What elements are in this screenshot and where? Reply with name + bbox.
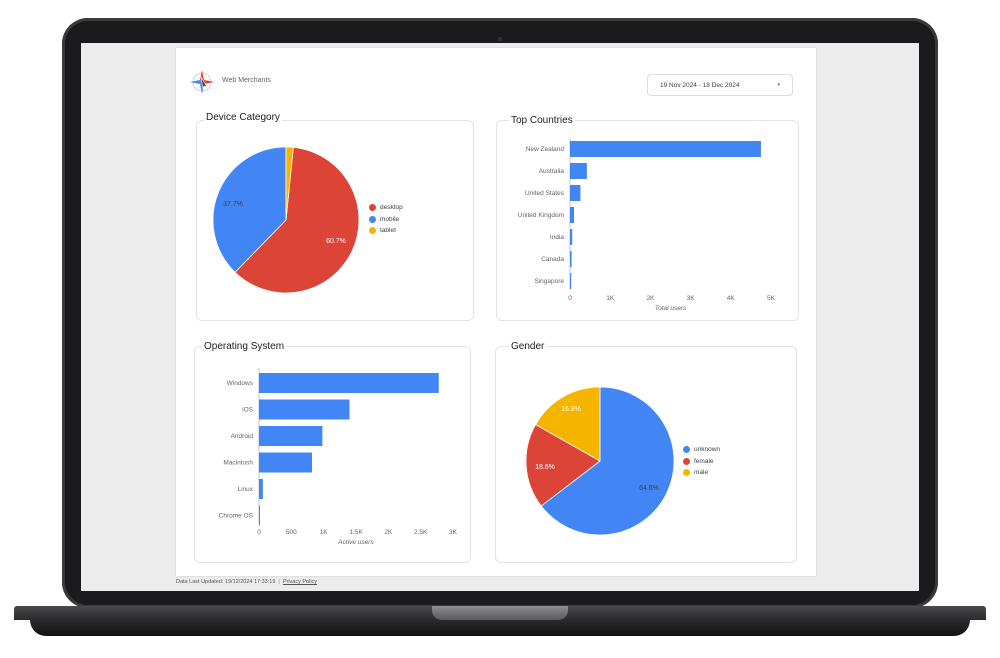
os-x-tick-1k: 1K (320, 529, 329, 536)
countries-bar-canada[interactable] (570, 251, 572, 267)
os-category-label-chrome-os: Chrome OS (219, 513, 254, 520)
os-bar-macintosh[interactable] (259, 452, 313, 473)
device-slice-desktop[interactable] (234, 146, 360, 294)
countries-x-tick-4k: 4K (727, 295, 736, 302)
countries-bar-australia[interactable] (570, 163, 587, 179)
os-x-tick-2k: 2K (384, 529, 393, 536)
gender-slice-unknown[interactable] (540, 386, 675, 536)
countries-x-axis-title: Total users (655, 305, 687, 312)
date-range-selector[interactable]: 19 Nov 2024 - 18 Dec 2024 ▾ (647, 74, 793, 96)
os-x-tick-0: 0 (257, 529, 261, 536)
gender-legend: unknown female male (683, 444, 720, 479)
countries-x-tick-5k: 5K (767, 295, 776, 302)
countries-x-tick-1k: 1K (606, 295, 615, 302)
chevron-down-icon: ▾ (777, 82, 780, 88)
device-legend-dot-mobile (369, 215, 376, 223)
gender-slice-male[interactable] (535, 386, 601, 462)
gender-legend-dot-unknown (683, 446, 690, 454)
top-countries-bar-chart: New Zealand Australia United States United … (518, 138, 776, 312)
countries-category-label-canada: Canada (541, 256, 564, 263)
device-legend-item-mobile[interactable]: mobile (369, 214, 403, 226)
os-bar-android[interactable] (259, 426, 323, 446)
os-category-label-android: Android (231, 433, 254, 440)
gender-legend-item-female[interactable]: female (683, 456, 720, 468)
countries-category-label-australia: Australia (539, 168, 565, 175)
os-x-tick-500: 500 (286, 529, 297, 536)
device-category-pie-chart: 60.7% 37.7% (212, 146, 360, 294)
laptop-notch (432, 606, 568, 620)
gender-title: Gender (509, 341, 547, 352)
operating-system-title: Operating System (202, 341, 287, 352)
gender-label-male: 16.8% (561, 406, 581, 413)
date-range-text: 19 Nov 2024 - 18 Dec 2024 (660, 82, 740, 89)
os-x-tick-2-5k: 2.5K (414, 529, 428, 536)
countries-category-label-singapore: Singapore (534, 278, 564, 285)
os-bar-ios[interactable] (259, 399, 350, 420)
footer-separator: | (278, 579, 280, 585)
last-updated-text: Data Last Updated: 19/12/2024 17:33:19 (176, 579, 276, 585)
gender-legend-item-male[interactable]: male (683, 467, 720, 479)
gender-label-female: 18.6% (535, 464, 555, 471)
compass-logo-icon (190, 70, 214, 94)
os-category-label-macintosh: Macintosh (223, 460, 253, 467)
device-legend-label-desktop: desktop (380, 204, 403, 212)
device-label-desktop: 60.7% (326, 238, 346, 245)
os-bar-chrome-os[interactable] (259, 505, 260, 526)
countries-x-tick-0: 0 (568, 295, 572, 302)
countries-category-label-india: India (550, 234, 564, 241)
countries-category-label-united-kingdom: United Kingdom (518, 212, 564, 219)
countries-x-tick-2k: 2K (646, 295, 655, 302)
brand-name: Web Merchants (222, 77, 271, 84)
device-legend-dot-desktop (369, 204, 376, 212)
gender-legend-label-male: male (694, 469, 709, 477)
device-slice-mobile[interactable] (212, 146, 287, 273)
laptop-base-bottom (30, 620, 970, 636)
privacy-policy-link[interactable]: Privacy Policy (282, 579, 318, 585)
gender-legend-label-unknown: unknown (694, 446, 721, 454)
gender-label-unknown: 64.6% (639, 485, 659, 492)
device-slice-tablet[interactable] (285, 146, 294, 221)
countries-bar-new-zealand[interactable] (570, 141, 761, 157)
os-x-tick-3k: 3K (449, 529, 458, 536)
os-bar-linux[interactable] (259, 479, 263, 499)
os-category-label-ios: iOS (242, 407, 254, 414)
countries-bar-united-states[interactable] (570, 185, 581, 201)
gender-legend-dot-male (683, 469, 690, 477)
gender-legend-dot-female (683, 457, 690, 465)
countries-bar-india[interactable] (570, 229, 573, 245)
camera-icon (496, 35, 504, 43)
countries-category-label-united-states: United States (525, 190, 565, 197)
device-category-legend: desktop mobile tablet (369, 202, 403, 237)
countries-x-tick-3k: 3K (687, 295, 696, 302)
os-category-label-windows: Windows (227, 380, 254, 387)
device-legend-item-tablet[interactable]: tablet (369, 225, 403, 237)
os-category-label-linux: Linux (237, 486, 253, 493)
gender-legend-item-unknown[interactable]: unknown (683, 444, 720, 456)
countries-bar-singapore[interactable] (570, 273, 572, 289)
device-category-title: Device Category (204, 112, 282, 123)
top-countries-title: Top Countries (509, 115, 575, 126)
operating-system-bar-chart: Windows iOS Android Macintosh Linux Chrome OS… (219, 368, 458, 546)
os-bar-windows[interactable] (259, 373, 439, 393)
device-legend-label-tablet: tablet (380, 227, 396, 235)
report-footer: Data Last Updated: 19/12/2024 17:33:19 | P… (176, 579, 317, 585)
device-legend-item-desktop[interactable]: desktop (369, 202, 403, 214)
device-legend-label-mobile: mobile (380, 215, 400, 223)
gender-slice-female[interactable] (525, 423, 601, 507)
gender-pie-chart: 64.6% 18.6% 16.8% (525, 386, 675, 536)
os-x-tick-1-5k: 1.5K (349, 529, 363, 536)
gender-legend-label-female: female (694, 457, 714, 465)
countries-bar-united-kingdom[interactable] (570, 207, 575, 223)
os-x-axis-title: Active users (337, 539, 374, 546)
device-legend-dot-tablet (369, 227, 376, 235)
countries-category-label-new-zealand: New Zealand (526, 146, 565, 153)
device-label-mobile: 37.7% (223, 201, 243, 208)
